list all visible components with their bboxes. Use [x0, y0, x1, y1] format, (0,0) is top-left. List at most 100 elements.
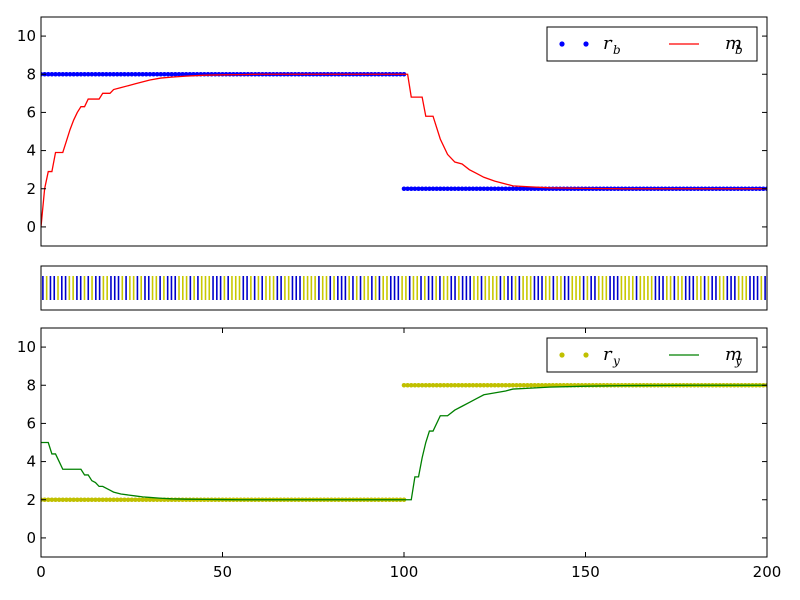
data-point [499, 382, 505, 388]
data-point [543, 382, 548, 388]
data-point [169, 71, 174, 77]
data-point [477, 186, 483, 192]
data-point [129, 497, 135, 503]
legend: r y my [546, 337, 758, 373]
data-point [107, 71, 113, 77]
data-point [517, 186, 523, 192]
data-point [492, 186, 498, 192]
data-point [82, 497, 87, 503]
data-point [405, 382, 410, 388]
data-point [151, 497, 156, 503]
data-point [122, 71, 127, 77]
data-point [89, 71, 95, 77]
data-point [96, 71, 102, 77]
data-point [111, 497, 116, 503]
legend-box [546, 26, 758, 62]
data-point [448, 382, 454, 388]
data-point [485, 186, 490, 192]
data-point [434, 186, 439, 192]
data-point [53, 497, 58, 503]
data-point [75, 497, 80, 503]
data-point [401, 186, 407, 192]
legend-label: r [603, 344, 613, 365]
data-point [459, 382, 465, 388]
data-point [158, 71, 164, 77]
legend-label: r [603, 33, 613, 54]
data-point [419, 382, 425, 388]
data-point [93, 497, 98, 503]
data-point [53, 71, 58, 77]
data-point [477, 382, 483, 388]
data-point [154, 71, 160, 77]
data-point [525, 382, 530, 388]
data-point [67, 71, 73, 77]
data-point [521, 382, 527, 388]
legend-label-subscript: b [735, 43, 743, 57]
data-point [147, 497, 153, 503]
data-point [546, 382, 552, 388]
data-point [78, 497, 84, 503]
data-point [122, 497, 127, 503]
data-point [151, 71, 156, 77]
data-point [405, 186, 410, 192]
data-point [114, 497, 120, 503]
legend-marker [583, 41, 589, 47]
data-point [93, 71, 98, 77]
legend: r b mb [546, 26, 758, 62]
data-point [136, 497, 142, 503]
data-point [104, 71, 109, 77]
data-point [492, 382, 498, 388]
legend-m-b: mb [669, 33, 743, 57]
data-point [143, 71, 149, 77]
data-point [60, 71, 66, 77]
data-point [180, 71, 185, 77]
data-point [488, 382, 494, 388]
data-point [408, 186, 414, 192]
data-point [506, 186, 512, 192]
data-point [118, 497, 124, 503]
data-point [64, 497, 69, 503]
data-point [481, 186, 487, 192]
data-point [165, 71, 171, 77]
series-r-b-points [41, 71, 767, 192]
data-point [514, 382, 519, 388]
series-r-y-points [41, 382, 767, 503]
data-point [162, 71, 167, 77]
data-point [463, 382, 469, 388]
data-point [496, 382, 501, 388]
data-point [118, 71, 124, 77]
data-point [467, 382, 472, 388]
data-point [452, 382, 458, 388]
data-point [71, 497, 76, 503]
data-point [96, 497, 102, 503]
data-point [536, 382, 541, 388]
x-tick-label: 100 [390, 563, 419, 581]
data-point [56, 497, 62, 503]
data-point [147, 71, 153, 77]
y-tick-label: 8 [26, 376, 36, 394]
legend-label-subscript: y [734, 354, 742, 368]
series-m-b-line [41, 73, 767, 227]
y-tick-label: 6 [26, 414, 36, 432]
y-tick-label: 4 [26, 453, 36, 471]
data-point [89, 497, 95, 503]
data-point [452, 186, 458, 192]
y-tick-label: 2 [26, 180, 36, 198]
y-tick-label: 10 [17, 27, 36, 45]
plot-area [41, 382, 767, 503]
data-point [470, 382, 476, 388]
data-point [104, 497, 109, 503]
data-point [438, 186, 443, 192]
data-point [499, 186, 505, 192]
y-tick-label: 0 [26, 218, 36, 236]
data-point [176, 71, 182, 77]
data-point [427, 382, 432, 388]
data-point [467, 186, 472, 192]
data-point [136, 71, 142, 77]
data-point [510, 186, 516, 192]
data-point [75, 71, 80, 77]
data-point [129, 71, 135, 77]
data-point [183, 71, 189, 77]
